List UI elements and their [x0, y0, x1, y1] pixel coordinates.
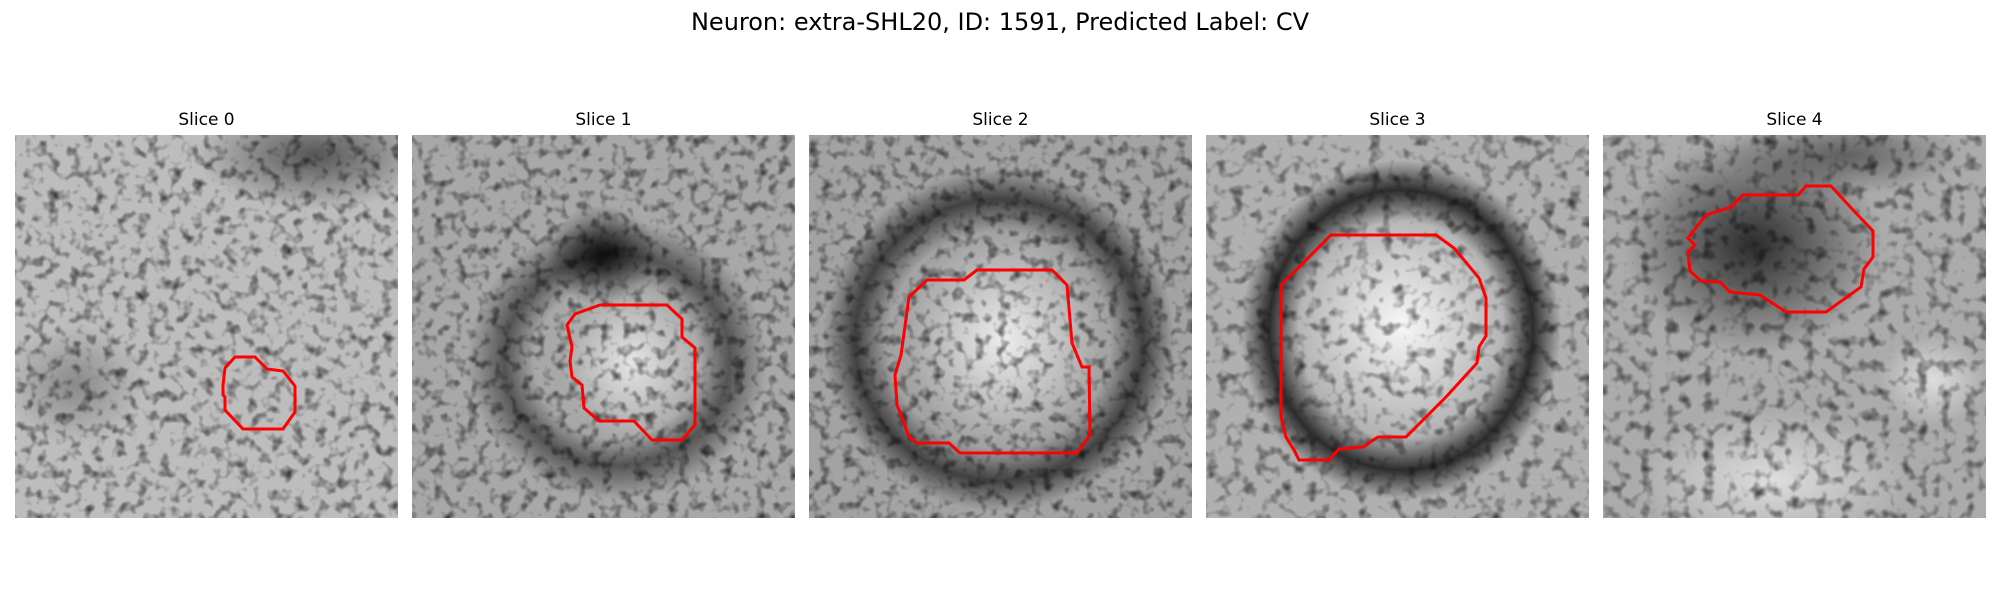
slice-panel-3: Slice 3 — [1206, 108, 1589, 518]
slice-image-2 — [809, 135, 1192, 518]
slice-4-texture — [1603, 135, 1986, 518]
contour-0 — [221, 355, 297, 431]
slice-3-texture — [1206, 135, 1589, 518]
slice-image-1 — [412, 135, 795, 518]
slice-title-4: Slice 4 — [1766, 110, 1823, 130]
slice-0-texture — [15, 135, 398, 518]
slice-panel-1: Slice 1 — [412, 108, 795, 518]
slice-title-0: Slice 0 — [178, 110, 235, 130]
slice-panel-0: Slice 0 — [15, 108, 398, 518]
slice-title-3: Slice 3 — [1369, 110, 1426, 130]
slice-title-1: Slice 1 — [575, 110, 632, 130]
contour-2 — [893, 268, 1092, 455]
slice-1-texture — [412, 135, 795, 518]
slice-image-3 — [1206, 135, 1589, 518]
contour-4 — [1686, 184, 1875, 314]
slice-panel-2: Slice 2 — [809, 108, 1192, 518]
figure-title: Neuron: extra-SHL20, ID: 1591, Predicted… — [690, 8, 1310, 36]
contour-1 — [565, 303, 697, 442]
slice-2-texture — [809, 135, 1192, 518]
slice-image-0 — [15, 135, 398, 518]
slice-panel-4: Slice 4 — [1603, 108, 1986, 518]
slice-image-4 — [1603, 135, 1986, 518]
contour-3 — [1279, 233, 1488, 462]
slice-title-2: Slice 2 — [972, 110, 1029, 130]
